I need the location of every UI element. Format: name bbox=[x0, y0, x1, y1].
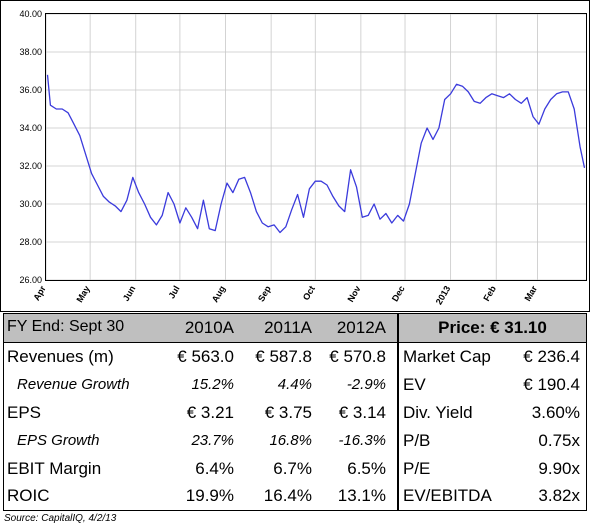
roic-2010: 19.9% bbox=[185, 486, 234, 505]
metric-label-ev-ebitda: EV/EBITDA bbox=[403, 486, 492, 505]
metric-value-ev: € 190.4 bbox=[523, 375, 580, 394]
metric-label-pb: P/B bbox=[403, 431, 431, 450]
y-tick-label: 26.00 bbox=[19, 275, 42, 285]
row-label-roic: ROIC bbox=[7, 486, 50, 505]
row-label-ebit-margin: EBIT Margin bbox=[7, 459, 102, 478]
y-tick-label: 28.00 bbox=[19, 237, 42, 247]
col-header-2010: 2010A bbox=[184, 318, 234, 337]
chart-grid bbox=[45, 13, 586, 281]
metric-value-ev-ebitda: 3.82x bbox=[538, 486, 580, 505]
eps-2012: € 3.14 bbox=[338, 403, 386, 422]
plot-area bbox=[45, 13, 587, 281]
y-tick-label: 30.00 bbox=[19, 199, 42, 209]
revenues-2012: € 570.8 bbox=[329, 347, 386, 366]
ebit-margin-2012: 6.5% bbox=[347, 459, 386, 478]
header-divider bbox=[4, 342, 586, 343]
metric-label-ev: EV bbox=[403, 375, 426, 394]
col-header-2011: 2011A bbox=[264, 318, 312, 337]
y-tick-label: 34.00 bbox=[19, 123, 42, 133]
y-axis: 26.00 28.00 30.00 32.00 34.00 36.00 38.00 40.00 bbox=[19, 9, 42, 285]
revenue-growth-2012: -2.9% bbox=[346, 376, 386, 393]
eps-growth-2010: 23.7% bbox=[191, 432, 234, 449]
metric-value-pb: 0.75x bbox=[538, 431, 580, 450]
eps-2011: € 3.75 bbox=[264, 403, 312, 422]
metric-label-market-cap: Market Cap bbox=[403, 347, 491, 366]
price-series-line bbox=[46, 74, 586, 234]
eps-2010: € 3.21 bbox=[186, 403, 234, 422]
y-tick-label: 36.00 bbox=[19, 85, 42, 95]
ebit-margin-2011: 6.7% bbox=[273, 459, 312, 478]
metric-value-market-cap: € 236.4 bbox=[523, 347, 580, 366]
metric-value-div-yield: 3.60% bbox=[531, 403, 580, 422]
financials-table: FY End: Sept 30 2010A 2011A 2012A Price:… bbox=[3, 313, 587, 511]
row-label-eps-growth: EPS Growth bbox=[17, 432, 100, 449]
revenues-2010: € 563.0 bbox=[177, 347, 234, 366]
roic-2012: 13.1% bbox=[337, 486, 386, 505]
y-tick-label: 32.00 bbox=[19, 161, 42, 171]
ebit-margin-2010: 6.4% bbox=[195, 459, 234, 478]
y-tick-label: 38.00 bbox=[19, 47, 42, 57]
row-label-revenues: Revenues (m) bbox=[7, 347, 114, 366]
revenue-growth-2011: 4.4% bbox=[277, 376, 312, 393]
row-label-revenue-growth: Revenue Growth bbox=[17, 376, 130, 393]
table-header-left bbox=[4, 314, 397, 342]
revenue-growth-2010: 15.2% bbox=[191, 376, 234, 393]
chart-frame bbox=[0, 0, 590, 312]
revenues-2011: € 587.8 bbox=[255, 347, 312, 366]
eps-growth-2011: 16.8% bbox=[269, 432, 312, 449]
metric-value-pe: 9.90x bbox=[538, 459, 580, 478]
price-chart: 26.00 28.00 30.00 32.00 34.00 36.00 38.00 40.00… bbox=[0, 0, 590, 312]
y-tick-label: 40.00 bbox=[19, 9, 42, 19]
column-divider bbox=[397, 314, 399, 510]
col-header-2012: 2012A bbox=[336, 318, 386, 337]
metric-label-div-yield: Div. Yield bbox=[403, 403, 473, 422]
fy-end-label: FY End: Sept 30 bbox=[7, 318, 125, 335]
source-note: Source: CapitalIQ, 4/2/13 bbox=[4, 513, 117, 524]
eps-growth-2012: -16.3% bbox=[338, 432, 386, 449]
table-header-right bbox=[399, 314, 586, 342]
metric-label-pe: P/E bbox=[403, 459, 431, 478]
roic-2011: 16.4% bbox=[263, 486, 312, 505]
price-label: Price: € 31.10 bbox=[438, 318, 547, 337]
row-label-eps: EPS bbox=[7, 403, 42, 422]
